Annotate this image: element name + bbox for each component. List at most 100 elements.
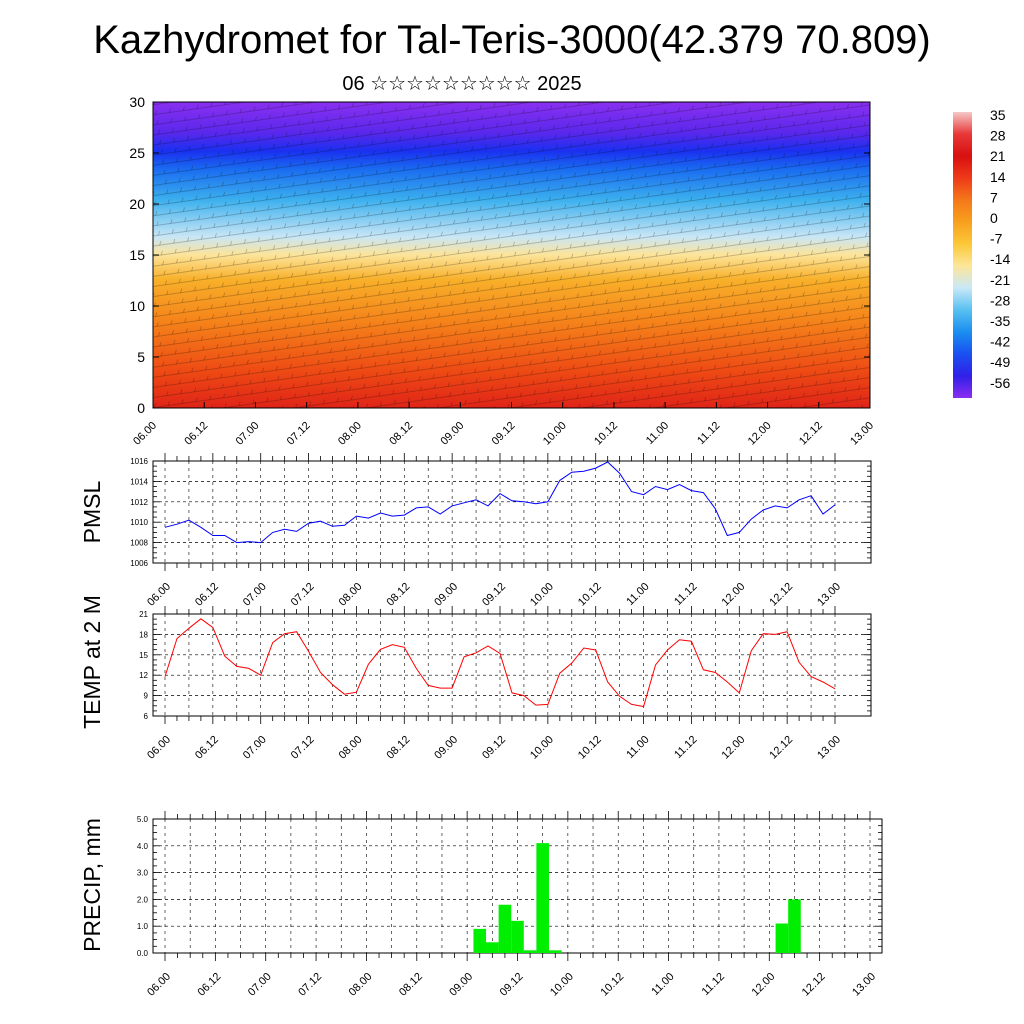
y-tick-label: 1008 <box>130 539 148 548</box>
x-tick-label: 09.12 <box>490 420 518 448</box>
x-tick-label: 10.12 <box>592 420 620 448</box>
temp-panel: 6 9 12 15 18 21 06.00 06.12 07.00 07.12 08.00 08.12… <box>79 595 872 762</box>
x-tick-label: 11.00 <box>624 734 651 761</box>
x-tick-label: 06.12 <box>196 971 224 999</box>
x-tick-label: 12.12 <box>767 734 795 762</box>
x-tick-label: 10.12 <box>576 581 604 609</box>
y-tick-label: 15 <box>129 247 145 263</box>
y-tick-label: 10 <box>129 298 145 314</box>
y-axis-title: PMSL <box>79 480 105 543</box>
x-tick-label: 06.12 <box>193 734 221 762</box>
y-tick-label: 6 <box>144 712 149 721</box>
x-tick-label: 06.12 <box>193 581 221 609</box>
x-tick-label: 09.12 <box>498 971 526 999</box>
x-tick-label: 08.00 <box>336 420 364 448</box>
y-axis-title: PRECIP, mm <box>79 818 105 952</box>
colorbar-label: -35 <box>990 313 1010 329</box>
precip-bar <box>775 923 789 953</box>
y-tick-label: 0 <box>137 400 145 416</box>
x-tick-label: 09.00 <box>432 734 460 762</box>
precip-bar <box>473 928 487 953</box>
x-tick-label: 07.12 <box>289 581 317 609</box>
x-tick-label: 07.12 <box>289 734 317 762</box>
x-tick-label: 06.00 <box>145 581 173 609</box>
x-tick-label: 08.00 <box>337 734 365 762</box>
x-tick-label: 06.12 <box>182 420 210 448</box>
x-tick-label: 09.12 <box>480 734 508 762</box>
x-tick-label: 08.12 <box>384 581 412 609</box>
x-tick-label: 11.12 <box>672 734 699 761</box>
y-tick-label: 1.0 <box>137 922 149 931</box>
y-tick-label: 30 <box>129 94 145 110</box>
cross-section-panel: 0 5 10 15 20 25 30 06.00 06.12 07.00 07.12 08.00 08… <box>129 94 876 448</box>
y-tick-label: 15 <box>139 651 148 660</box>
colorbar-label: 21 <box>990 148 1006 164</box>
y-tick-label: 5.0 <box>137 815 149 824</box>
x-tick-label: 09.00 <box>432 581 460 609</box>
y-tick-label: 18 <box>139 630 148 639</box>
x-tick-label: 13.00 <box>815 734 843 762</box>
y-tick-label: 20 <box>129 196 145 212</box>
x-tick-label: 11.00 <box>644 420 671 447</box>
x-tick-label: 11.00 <box>649 971 676 998</box>
x-tick-label: 07.12 <box>285 420 313 448</box>
precip-bar <box>536 843 549 953</box>
x-tick-label: 12.12 <box>800 971 828 999</box>
cross-section-y-axis: 0 5 10 15 20 25 30 <box>129 94 870 416</box>
x-tick-label: 06.00 <box>131 420 159 448</box>
series-line <box>164 461 836 544</box>
x-tick-label: 06.00 <box>145 734 173 762</box>
y-tick-label: 12 <box>139 671 148 680</box>
x-tick-label: 13.00 <box>850 971 878 999</box>
x-tick-label: 12.00 <box>719 581 747 609</box>
colorbar-label: -49 <box>990 354 1010 370</box>
x-tick-label: 07.00 <box>241 734 269 762</box>
precip-bar <box>788 899 801 953</box>
precip-bar <box>486 942 499 953</box>
x-tick-label: 07.00 <box>234 420 262 448</box>
x-tick-label: 12.12 <box>797 420 825 448</box>
precip-panel: 0.0 1.0 2.0 3.0 4.0 5.0 06.00 06.12 07.00 07.12 08… <box>79 811 883 999</box>
y-tick-label: 1016 <box>130 457 148 466</box>
x-tick-label: 11.12 <box>672 581 699 608</box>
colorbar-ramp <box>953 112 972 398</box>
x-tick-label: 08.12 <box>387 420 415 448</box>
y-tick-label: 25 <box>129 145 145 161</box>
colorbar-label: -14 <box>990 251 1010 267</box>
x-tick-label: 10.00 <box>548 971 576 999</box>
x-tick-label: 07.00 <box>246 971 274 999</box>
y-tick-label: 9 <box>144 692 149 701</box>
pmsl-panel: 1006 1008 1010 1012 1014 1016 06.00 06.12 07.00 0… <box>79 453 872 609</box>
colorbar: 35 28 21 14 7 0 -7 -14 -21 -28 -35 -42 -49 -56 <box>953 107 1010 398</box>
y-tick-label: 2.0 <box>137 895 149 904</box>
y-tick-label: 1012 <box>130 498 148 507</box>
cross-section-x-axis: 06.00 06.12 07.00 07.12 08.00 08.12 09.00 09.12… <box>131 402 876 448</box>
precip-bar <box>498 904 512 953</box>
x-tick-label: 10.00 <box>528 734 556 762</box>
x-tick-label: 08.00 <box>347 971 375 999</box>
x-tick-label: 11.12 <box>695 420 722 447</box>
y-tick-label: 4.0 <box>137 842 149 851</box>
colorbar-label: -21 <box>990 272 1010 288</box>
precip-bar <box>548 950 562 953</box>
colorbar-label: -28 <box>990 292 1010 308</box>
x-tick-label: 08.00 <box>337 581 365 609</box>
y-tick-label: 0.0 <box>137 949 149 958</box>
x-tick-label: 10.12 <box>598 971 626 999</box>
x-tick-label: 11.00 <box>624 581 651 608</box>
colorbar-labels: 35 28 21 14 7 0 -7 -14 -21 -28 -35 -42 -49 -56 <box>990 107 1010 391</box>
x-tick-label: 10.00 <box>541 420 569 448</box>
x-tick-label: 07.12 <box>296 971 324 999</box>
x-tick-label: 11.12 <box>700 971 727 998</box>
colorbar-label: 35 <box>990 107 1006 123</box>
chart-title: Kazhydromet for Tal-Teris-3000(42.379 70… <box>93 18 931 62</box>
x-tick-label: 09.12 <box>480 581 508 609</box>
chart-subtitle: 06 ☆☆☆☆☆☆☆☆☆ 2025 <box>342 73 582 95</box>
x-tick-label: 13.00 <box>815 581 843 609</box>
y-axis-title: TEMP at 2 M <box>79 595 105 729</box>
x-tick-label: 08.12 <box>397 971 425 999</box>
precip-bar <box>523 950 537 953</box>
colorbar-label: 14 <box>990 169 1006 185</box>
x-tick-label: 09.00 <box>438 420 466 448</box>
